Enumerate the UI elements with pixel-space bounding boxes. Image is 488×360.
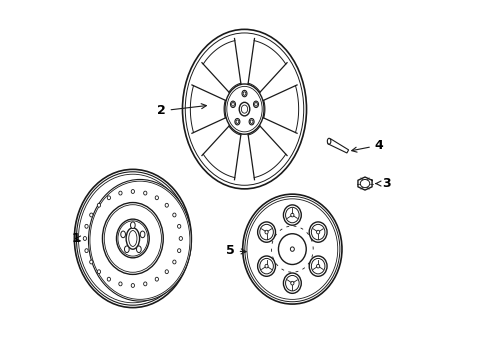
- Ellipse shape: [182, 30, 306, 189]
- Ellipse shape: [143, 282, 146, 286]
- Ellipse shape: [259, 224, 273, 240]
- Ellipse shape: [326, 138, 330, 144]
- Ellipse shape: [231, 103, 234, 106]
- Ellipse shape: [246, 199, 337, 300]
- Ellipse shape: [290, 247, 294, 251]
- Ellipse shape: [257, 256, 275, 276]
- Ellipse shape: [116, 219, 149, 258]
- Ellipse shape: [104, 205, 161, 272]
- Ellipse shape: [102, 203, 163, 274]
- Ellipse shape: [264, 230, 267, 234]
- Ellipse shape: [165, 203, 168, 207]
- Polygon shape: [327, 139, 348, 153]
- Ellipse shape: [179, 237, 182, 240]
- Ellipse shape: [226, 86, 262, 132]
- Ellipse shape: [88, 179, 191, 301]
- Ellipse shape: [243, 92, 245, 95]
- Ellipse shape: [119, 282, 122, 286]
- Text: 5: 5: [225, 244, 245, 257]
- Ellipse shape: [177, 224, 181, 228]
- Ellipse shape: [185, 33, 303, 185]
- Ellipse shape: [90, 181, 189, 300]
- Ellipse shape: [85, 249, 88, 253]
- Ellipse shape: [130, 222, 135, 229]
- Ellipse shape: [290, 282, 293, 285]
- Ellipse shape: [136, 246, 141, 253]
- Ellipse shape: [155, 277, 158, 281]
- Ellipse shape: [165, 270, 168, 274]
- Ellipse shape: [278, 234, 305, 265]
- Ellipse shape: [283, 273, 301, 293]
- Ellipse shape: [97, 203, 101, 207]
- Ellipse shape: [89, 213, 93, 217]
- Ellipse shape: [128, 230, 137, 247]
- Ellipse shape: [254, 103, 257, 106]
- Ellipse shape: [83, 237, 86, 240]
- Ellipse shape: [155, 196, 158, 200]
- Ellipse shape: [121, 231, 125, 238]
- Ellipse shape: [316, 264, 319, 268]
- Ellipse shape: [283, 205, 301, 225]
- Ellipse shape: [172, 213, 176, 217]
- Ellipse shape: [230, 101, 235, 108]
- Ellipse shape: [224, 84, 264, 134]
- Ellipse shape: [290, 213, 293, 217]
- Ellipse shape: [316, 230, 319, 234]
- Text: 4: 4: [351, 139, 383, 152]
- Ellipse shape: [140, 231, 144, 238]
- Ellipse shape: [311, 258, 324, 274]
- Ellipse shape: [85, 224, 88, 228]
- Ellipse shape: [118, 221, 147, 256]
- Ellipse shape: [360, 180, 369, 188]
- Ellipse shape: [97, 270, 101, 274]
- Ellipse shape: [250, 120, 252, 123]
- Ellipse shape: [143, 191, 146, 195]
- Ellipse shape: [131, 190, 134, 193]
- Ellipse shape: [89, 260, 93, 264]
- Ellipse shape: [239, 102, 249, 116]
- Ellipse shape: [236, 120, 238, 123]
- Ellipse shape: [177, 249, 181, 253]
- Ellipse shape: [253, 101, 258, 108]
- Ellipse shape: [126, 228, 139, 249]
- Ellipse shape: [311, 224, 324, 240]
- Ellipse shape: [74, 169, 191, 307]
- Text: 1: 1: [72, 232, 81, 245]
- Ellipse shape: [242, 194, 341, 304]
- Ellipse shape: [242, 90, 246, 97]
- Text: 3: 3: [375, 177, 390, 190]
- Ellipse shape: [131, 284, 134, 287]
- Ellipse shape: [264, 264, 267, 268]
- Ellipse shape: [107, 277, 110, 281]
- Ellipse shape: [172, 260, 176, 264]
- Ellipse shape: [244, 197, 339, 302]
- Ellipse shape: [308, 222, 326, 242]
- Ellipse shape: [285, 275, 299, 291]
- Ellipse shape: [285, 207, 299, 223]
- Ellipse shape: [76, 172, 189, 305]
- Ellipse shape: [234, 118, 240, 125]
- Ellipse shape: [257, 222, 275, 242]
- Ellipse shape: [248, 118, 254, 125]
- Ellipse shape: [308, 256, 326, 276]
- Text: 2: 2: [157, 104, 206, 117]
- Ellipse shape: [107, 196, 110, 200]
- Ellipse shape: [259, 258, 273, 274]
- Ellipse shape: [119, 191, 122, 195]
- Ellipse shape: [124, 246, 129, 253]
- Ellipse shape: [241, 105, 247, 113]
- Ellipse shape: [78, 174, 187, 303]
